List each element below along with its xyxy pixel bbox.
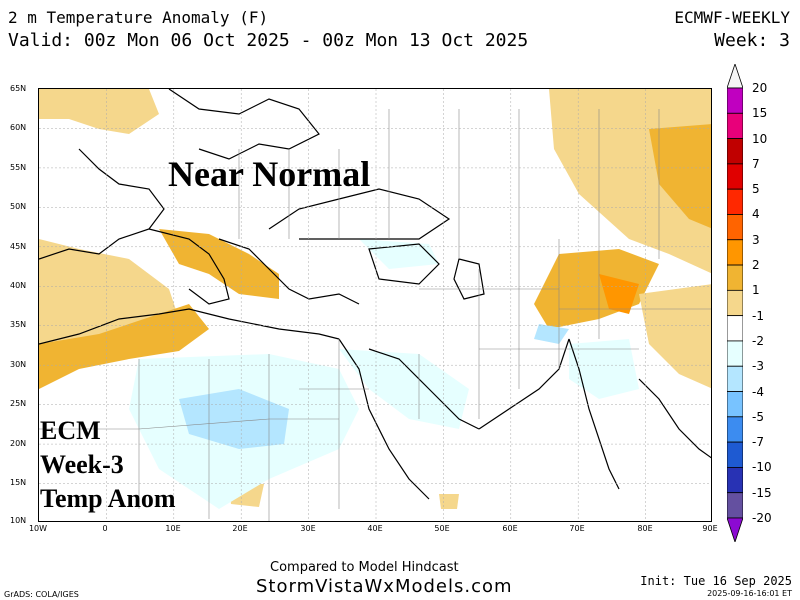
valid-period: Valid: 00z Mon 06 Oct 2025 - 00z Mon 13 … (8, 30, 529, 51)
colorbar-cell (727, 289, 743, 317)
lat-label-65n: 65N (10, 84, 27, 93)
warm-area-tibet (639, 284, 711, 389)
colorbar-cell (727, 416, 743, 443)
colorbar-tick-label: 10 (752, 131, 768, 146)
map-canvas (39, 89, 711, 521)
colorbar-tick-label: -3 (752, 359, 764, 374)
colorbar-tick-label: -7 (752, 435, 764, 450)
lat-label-55n: 55N (10, 163, 27, 172)
cool-anomaly-areas (129, 239, 639, 509)
colorbar-tick-label: 3 (752, 232, 760, 247)
cool-area-sahara-core (179, 389, 289, 449)
lat-label-20n: 20N (10, 439, 27, 448)
anomaly-map (38, 88, 712, 522)
warm-area-nw-africa (39, 304, 209, 389)
warm-area-siberia-core (649, 124, 711, 229)
cool-area-central-asia (359, 239, 439, 269)
colorbar-cell (727, 315, 743, 342)
lat-label-35n: 35N (10, 320, 27, 329)
colorbar-cell (727, 441, 743, 468)
lon-label-20e: 20E (232, 524, 248, 533)
warm-anomaly-areas (39, 89, 711, 509)
colorbar-tick-label: -20 (752, 511, 772, 525)
lat-label-30n: 30N (10, 360, 27, 369)
colorbar-tick-label: 4 (752, 207, 760, 222)
warm-area-north-atlantic (39, 89, 159, 134)
hindcast-note: Compared to Model Hindcast (270, 560, 459, 575)
lat-label-10n: 10N (10, 516, 27, 525)
colorbar-tick-label: 2 (752, 258, 760, 273)
colorbar-cell (727, 112, 743, 139)
lon-label-70e: 70E (569, 524, 585, 533)
init-time: Init: Tue 16 Sep 2025 (640, 574, 792, 588)
colorbar-cell (727, 163, 743, 190)
lon-label-10w: 10W (28, 524, 48, 533)
colorbar-tick-label: 20 (752, 81, 768, 95)
grads-credit: GrADS: COLA/IGES (4, 590, 79, 599)
colorbar-cell (727, 214, 743, 241)
lon-label-60e: 60E (502, 524, 518, 533)
lon-label-40e: 40E (367, 524, 383, 533)
annotation-line-model: ECM (40, 416, 101, 445)
colorbar-cell (727, 467, 743, 494)
colorbar-cell (727, 264, 743, 291)
model-name: ECMWF-WEEKLY (674, 8, 790, 27)
colorbar-cell (727, 365, 743, 392)
warm-area-himalaya (599, 274, 639, 314)
cool-area-arabia (339, 349, 469, 429)
lon-label-90e: 90E (702, 524, 718, 533)
colorbar-tick-label: -4 (752, 384, 764, 399)
cool-area-caspian (534, 324, 569, 344)
colorbar-tick-label: -1 (752, 308, 764, 323)
lat-label-15n: 15N (10, 478, 27, 487)
colorbar-under-triangle (727, 517, 743, 542)
lat-label-60n: 60N (10, 123, 27, 132)
headline-annotation: Near Normal (168, 154, 371, 194)
lon-label-50e: 50E (434, 524, 450, 533)
annotation-line-variable: Temp Anom (40, 484, 176, 513)
colorbar-over-triangle (727, 64, 743, 89)
lat-label-50n: 50N (10, 202, 27, 211)
lon-label-10e: 10E (165, 524, 181, 533)
cool-area-india (569, 339, 639, 399)
colorbar-cell (727, 391, 743, 418)
colorbar-cell (727, 492, 743, 519)
colorbar-cell (727, 87, 743, 114)
colorbar (727, 64, 743, 542)
warm-area-sahel-2 (439, 494, 459, 509)
colorbar-tick-label: -5 (752, 409, 764, 424)
graticule (39, 89, 711, 521)
forecast-week: Week: 3 (714, 30, 790, 51)
warm-area-italy-balkans (159, 229, 279, 299)
lat-label-25n: 25N (10, 399, 27, 408)
colorbar-tick-label: 1 (752, 283, 760, 298)
colorbar-tick-label: 5 (752, 182, 760, 197)
map-title: 2 m Temperature Anomaly (F) (8, 8, 269, 27)
colorbar-cell (727, 188, 743, 215)
colorbar-tick-label: 15 (752, 106, 768, 121)
website-credit: StormVistaWxModels.com (256, 576, 513, 597)
colorbar-tick-label: 7 (752, 156, 760, 171)
colorbar-tick-label: -15 (752, 485, 772, 500)
lon-label-0: 0 (102, 524, 108, 533)
colorbar-cell (727, 340, 743, 367)
country-borders (39, 109, 711, 521)
colorbar-tick-label: -10 (752, 460, 772, 475)
coastlines (39, 89, 711, 500)
colorbar-cell (727, 138, 743, 165)
colorbar-tick-label: -2 (752, 333, 764, 348)
annotation-line-week: Week-3 (40, 450, 124, 479)
lon-label-80e: 80E (637, 524, 653, 533)
lon-label-30e: 30E (300, 524, 316, 533)
colorbar-cell (727, 239, 743, 266)
lat-label-40n: 40N (10, 281, 27, 290)
lat-label-45n: 45N (10, 242, 27, 251)
generation-timestamp: 2025-09-16-16:01 ET (707, 589, 792, 598)
